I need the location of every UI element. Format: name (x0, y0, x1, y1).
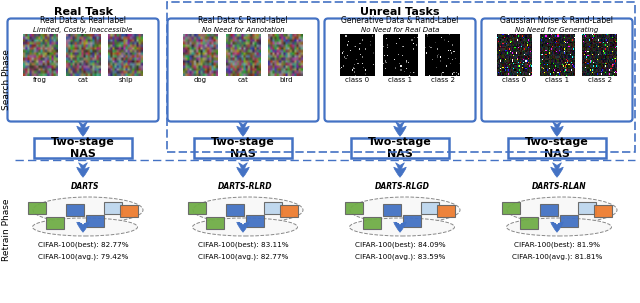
FancyBboxPatch shape (120, 205, 138, 217)
Text: class 2: class 2 (431, 77, 455, 83)
Text: No Need for Real Data: No Need for Real Data (361, 27, 439, 33)
Ellipse shape (193, 218, 298, 236)
FancyBboxPatch shape (34, 138, 132, 158)
Text: DARTS: DARTS (71, 182, 99, 191)
FancyBboxPatch shape (594, 205, 612, 217)
FancyBboxPatch shape (86, 215, 104, 227)
Text: Gaussian Noise & Rand-Label: Gaussian Noise & Rand-Label (500, 16, 614, 25)
Text: CIFAR-100(best): 82.77%: CIFAR-100(best): 82.77% (38, 241, 128, 248)
FancyBboxPatch shape (206, 217, 224, 229)
Text: cat: cat (237, 77, 248, 83)
Text: class 1: class 1 (388, 77, 412, 83)
FancyBboxPatch shape (280, 205, 298, 217)
Ellipse shape (33, 218, 138, 236)
FancyBboxPatch shape (46, 217, 64, 229)
Text: Two-stage
NAS: Two-stage NAS (51, 137, 115, 159)
Text: Real Data & Rand-label: Real Data & Rand-label (198, 16, 288, 25)
Ellipse shape (507, 197, 617, 223)
Ellipse shape (350, 197, 460, 223)
FancyBboxPatch shape (345, 202, 363, 214)
FancyBboxPatch shape (28, 202, 46, 214)
Text: Generative Data & Rand-Label: Generative Data & Rand-Label (341, 16, 459, 25)
Text: No Need for Generating: No Need for Generating (515, 27, 598, 33)
Text: Limited, Costly, Inaccessible: Limited, Costly, Inaccessible (33, 27, 132, 33)
Text: Search Phase: Search Phase (3, 50, 12, 110)
Text: CIFAR-100(avg.): 83.59%: CIFAR-100(avg.): 83.59% (355, 253, 445, 259)
Text: class 2: class 2 (588, 77, 612, 83)
FancyBboxPatch shape (194, 138, 292, 158)
Text: Retrain Phase: Retrain Phase (3, 199, 12, 261)
FancyBboxPatch shape (540, 204, 558, 216)
Text: class 1: class 1 (545, 77, 569, 83)
Text: Real Data & Real label: Real Data & Real label (40, 16, 126, 25)
Text: bird: bird (279, 77, 292, 83)
Text: No Need for Annotation: No Need for Annotation (202, 27, 284, 33)
Text: dog: dog (194, 77, 207, 83)
Text: frog: frog (33, 77, 47, 83)
FancyBboxPatch shape (226, 204, 244, 216)
FancyBboxPatch shape (168, 18, 319, 122)
FancyBboxPatch shape (324, 18, 476, 122)
Text: Unreal Tasks: Unreal Tasks (360, 7, 440, 17)
FancyBboxPatch shape (421, 202, 439, 214)
FancyBboxPatch shape (403, 215, 421, 227)
Text: DARTS-RLGD: DARTS-RLGD (374, 182, 429, 191)
Ellipse shape (349, 218, 454, 236)
FancyBboxPatch shape (264, 202, 282, 214)
Ellipse shape (33, 197, 143, 223)
Text: CIFAR-100(best): 81.9%: CIFAR-100(best): 81.9% (514, 241, 600, 248)
Text: CIFAR-100(avg.): 79.42%: CIFAR-100(avg.): 79.42% (38, 253, 128, 259)
FancyBboxPatch shape (520, 217, 538, 229)
FancyBboxPatch shape (66, 204, 84, 216)
Text: ship: ship (118, 77, 133, 83)
Text: class 0: class 0 (502, 77, 526, 83)
Ellipse shape (506, 218, 611, 236)
Text: CIFAR-100(avg.): 81.81%: CIFAR-100(avg.): 81.81% (512, 253, 602, 259)
FancyBboxPatch shape (246, 215, 264, 227)
FancyBboxPatch shape (364, 217, 381, 229)
Text: cat: cat (77, 77, 88, 83)
Text: Real Task: Real Task (54, 7, 113, 17)
FancyBboxPatch shape (437, 205, 455, 217)
FancyBboxPatch shape (8, 18, 159, 122)
Text: DARTS-RLRD: DARTS-RLRD (218, 182, 272, 191)
Text: CIFAR-100(best): 84.09%: CIFAR-100(best): 84.09% (355, 241, 445, 248)
FancyBboxPatch shape (104, 202, 122, 214)
Text: class 0: class 0 (345, 77, 369, 83)
Text: Two-stage
NAS: Two-stage NAS (211, 137, 275, 159)
Ellipse shape (193, 197, 303, 223)
Text: DARTS-RLAN: DARTS-RLAN (532, 182, 586, 191)
Bar (167, 2, 635, 152)
FancyBboxPatch shape (560, 215, 578, 227)
FancyBboxPatch shape (578, 202, 596, 214)
FancyBboxPatch shape (351, 138, 449, 158)
FancyBboxPatch shape (383, 204, 401, 216)
FancyBboxPatch shape (502, 202, 520, 214)
Text: CIFAR-100(best): 83.11%: CIFAR-100(best): 83.11% (198, 241, 288, 248)
Text: Two-stage
NAS: Two-stage NAS (525, 137, 589, 159)
FancyBboxPatch shape (508, 138, 606, 158)
Text: CIFAR-100(avg.): 82.77%: CIFAR-100(avg.): 82.77% (198, 253, 288, 259)
FancyBboxPatch shape (481, 18, 632, 122)
Text: Two-stage
NAS: Two-stage NAS (368, 137, 432, 159)
FancyBboxPatch shape (188, 202, 206, 214)
